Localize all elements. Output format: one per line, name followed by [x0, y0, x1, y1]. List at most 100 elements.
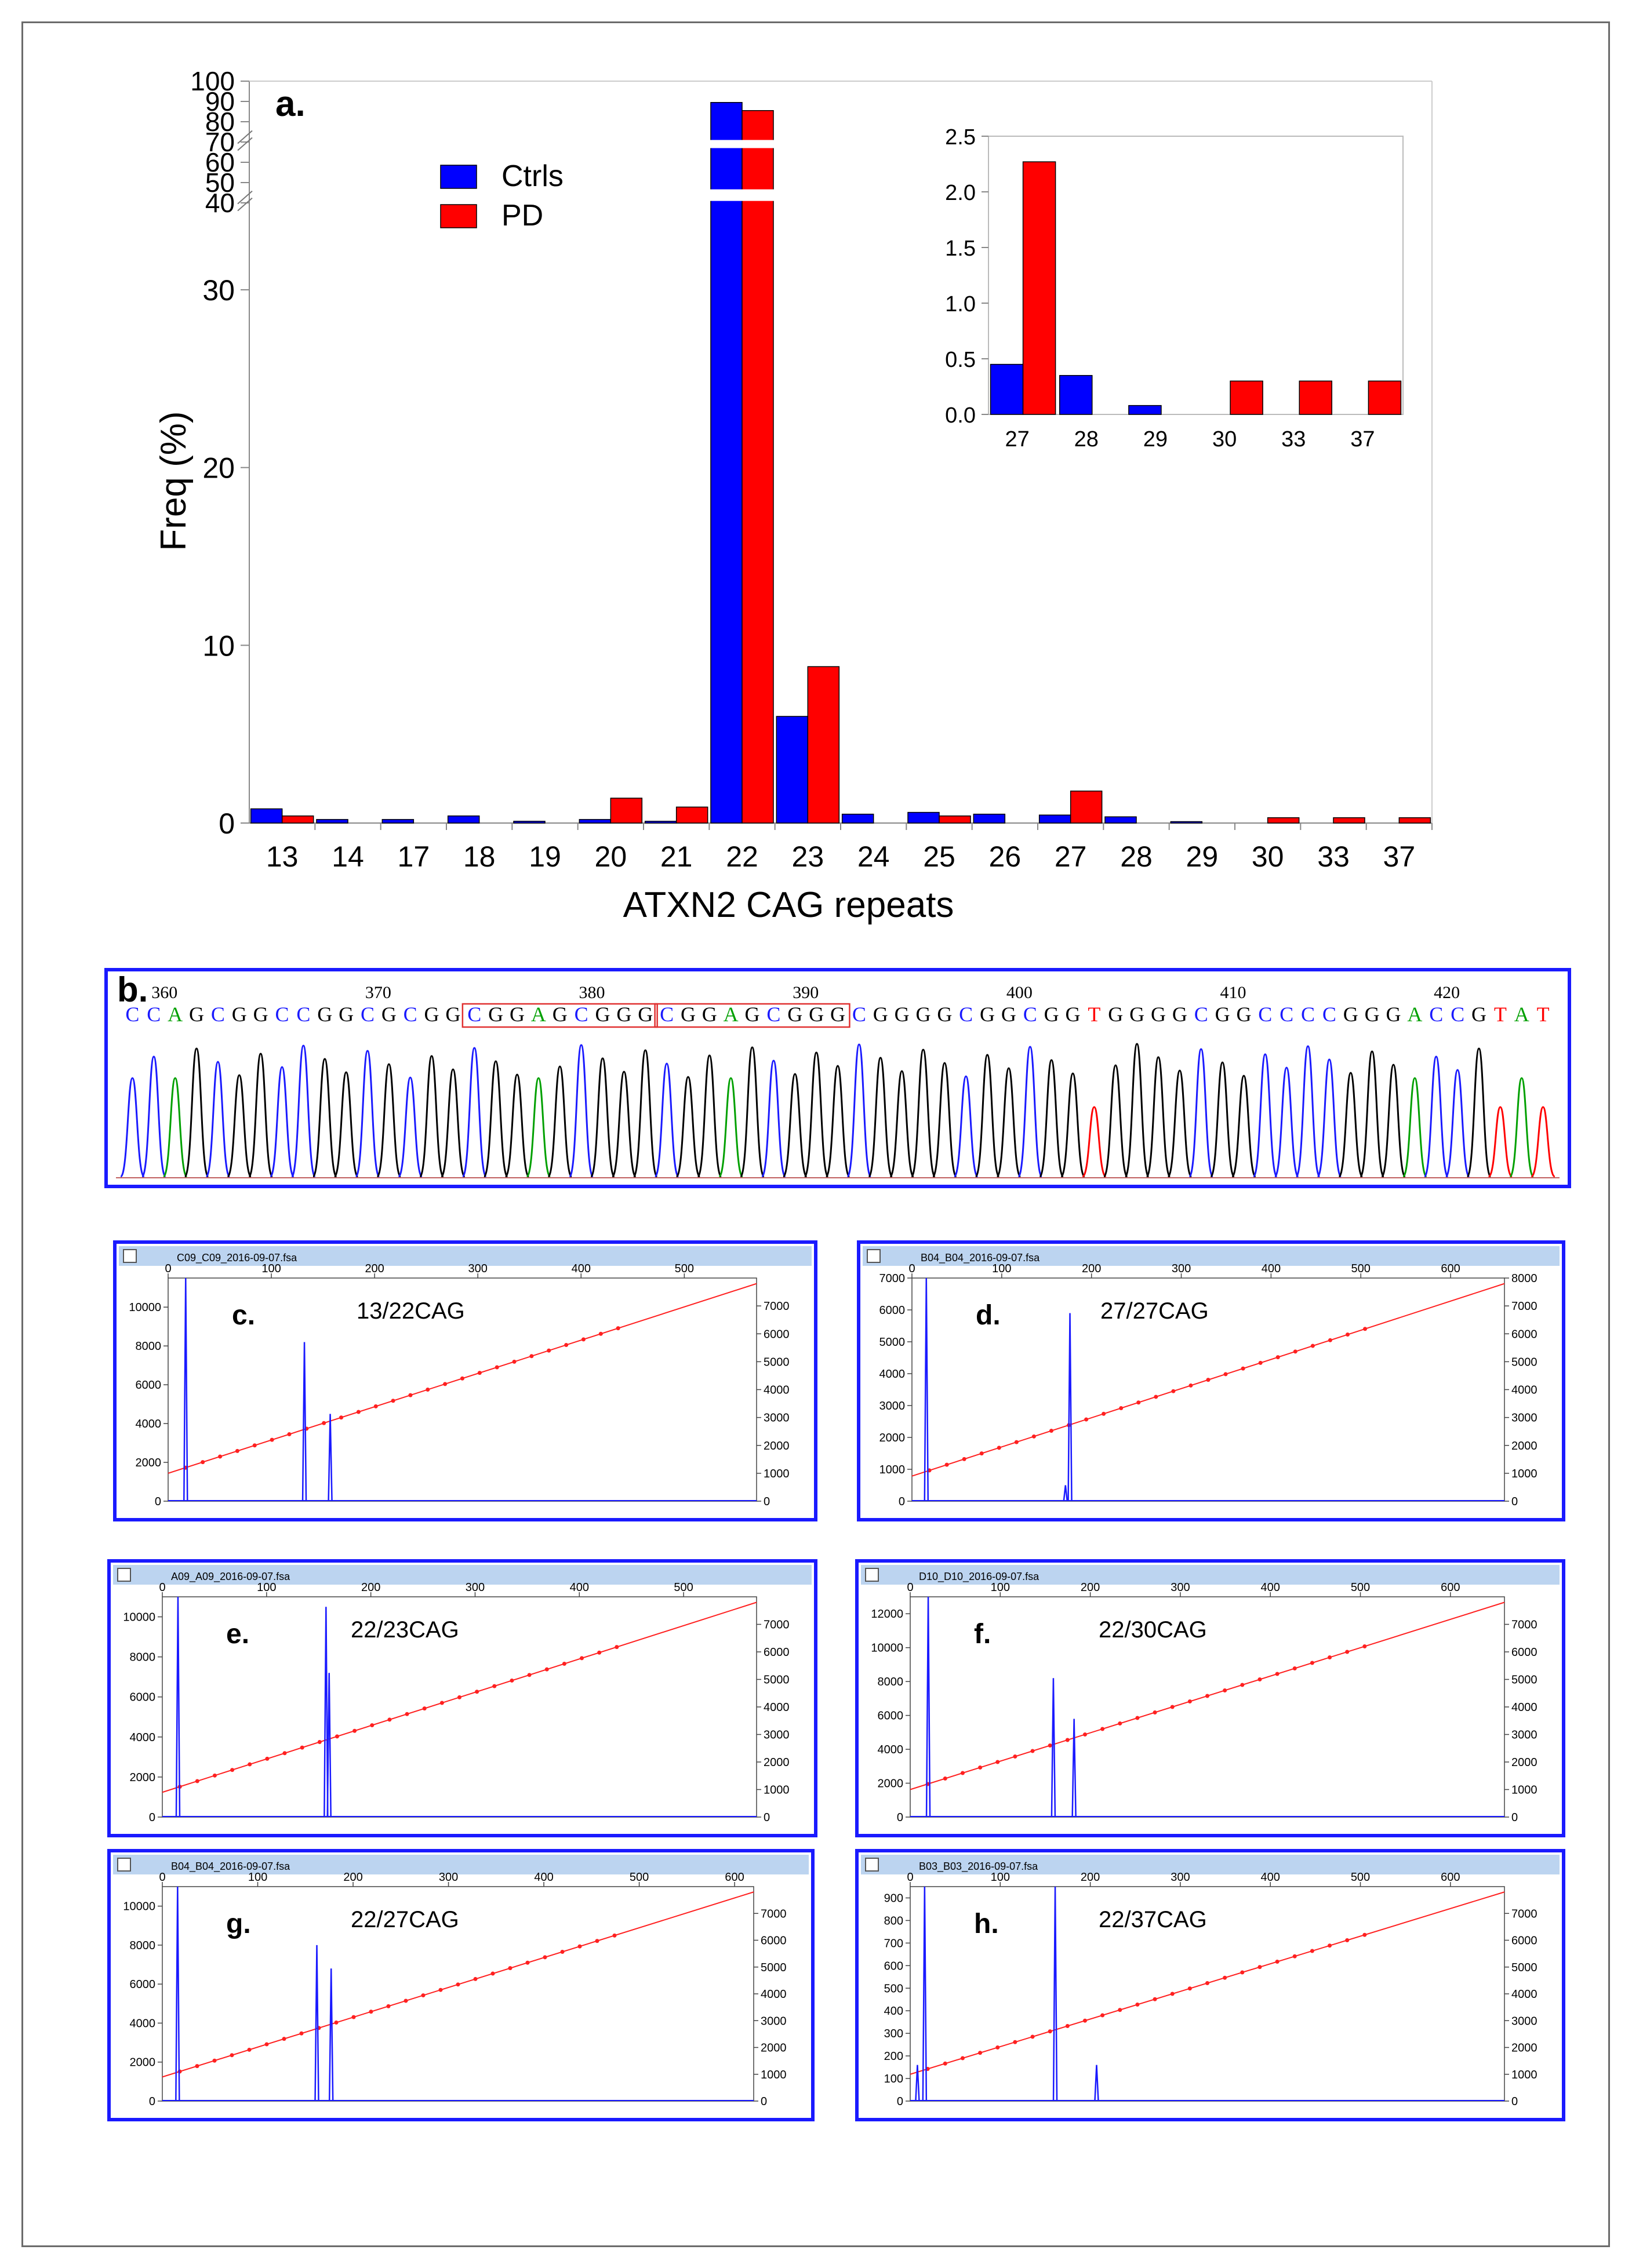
- size-standard-point: [1328, 1943, 1332, 1948]
- y2-tick-label: 5000: [1511, 1674, 1538, 1687]
- base-G: G: [510, 1003, 525, 1026]
- x-tick-label: 100: [992, 1262, 1011, 1275]
- trace-peak-G: [483, 1060, 508, 1178]
- size-standard-point: [387, 1717, 392, 1722]
- title-bar: [863, 1246, 1560, 1266]
- title-bar: [113, 1565, 812, 1585]
- trace-peak: [328, 1968, 334, 2102]
- base-C: C: [1280, 1003, 1293, 1026]
- x-tick-label: 33: [1317, 840, 1350, 873]
- panel-border: [855, 1849, 1565, 2121]
- trace-peak-C: [205, 1061, 231, 1178]
- axis-break-mark: [237, 190, 253, 205]
- size-standard-point: [439, 1701, 444, 1705]
- bar-ctrls-26: [973, 813, 1006, 824]
- y2-tick-label: 3000: [761, 2015, 787, 2027]
- y2-tick-label: 8000: [1511, 1272, 1538, 1285]
- bar-break-gap: [708, 140, 776, 148]
- y-tick-label: 3000: [879, 1400, 906, 1413]
- size-standard-point: [317, 1739, 322, 1744]
- y-tick-label: 400: [884, 2005, 903, 2018]
- ruler-label: 420: [1434, 983, 1460, 1002]
- inset-bar-ctrls-28: [1059, 375, 1093, 415]
- size-standard-point: [201, 1460, 205, 1465]
- panel-letter: d.: [976, 1300, 1001, 1331]
- size-standard-point: [460, 1376, 464, 1381]
- base-G: G: [253, 1003, 268, 1026]
- size-standard-point: [1082, 2018, 1087, 2023]
- size-standard-point: [492, 1684, 497, 1688]
- size-standard-point: [1241, 1366, 1245, 1371]
- trace-peak-G: [1167, 1069, 1193, 1178]
- size-standard-point: [195, 1779, 199, 1783]
- x-tick-label: 400: [1262, 1262, 1281, 1275]
- panel-label-b: b.: [117, 970, 148, 1009]
- size-standard-point: [612, 1933, 617, 1938]
- size-standard-point: [1170, 1705, 1175, 1709]
- base-G: G: [595, 1003, 610, 1026]
- bar-pd-25: [939, 815, 971, 824]
- size-standard-point: [1187, 1699, 1192, 1703]
- base-A: A: [168, 1003, 183, 1026]
- x-tick-label: 26: [989, 840, 1022, 873]
- base-C: C: [660, 1003, 674, 1026]
- size-standard-point: [1048, 2029, 1052, 2034]
- y-tick-label: 6000: [130, 1691, 156, 1704]
- base-G: G: [445, 1003, 460, 1026]
- size-standard-point: [1310, 1344, 1315, 1348]
- base-G: G: [317, 1003, 332, 1026]
- size-standard-point: [1292, 1666, 1297, 1670]
- size-standard-point: [270, 1437, 274, 1442]
- base-A: A: [1514, 1003, 1529, 1026]
- genotype-label: 22/30CAG: [1099, 1617, 1207, 1643]
- trace-peak-G: [333, 1071, 359, 1178]
- trace-peak-C: [269, 1066, 295, 1178]
- size-standard-point: [1100, 1727, 1105, 1731]
- inset-x-tick-label: 37: [1350, 427, 1375, 452]
- trace-peak-C: [355, 1050, 380, 1178]
- trace-peak-G: [184, 1047, 209, 1178]
- size-standard-point: [456, 1982, 460, 1987]
- x-tick-label: 300: [1171, 1581, 1190, 1594]
- inset-y-tick-label: 0.5: [945, 348, 976, 372]
- trace-peak-G: [804, 1051, 829, 1178]
- x-tick-label: 400: [1261, 1581, 1280, 1594]
- size-standard-point: [944, 1462, 949, 1467]
- trace-peak: [175, 1596, 181, 1818]
- y2-tick-label: 7000: [764, 1619, 790, 1632]
- y2-tick-label: 3000: [1511, 2015, 1538, 2027]
- y-tick-label: 8000: [878, 1676, 904, 1688]
- y-tick-label: 300: [884, 2027, 903, 2040]
- size-standard-point: [997, 1446, 1001, 1450]
- base-G: G: [1471, 1003, 1486, 1026]
- y2-tick-label: 2000: [1511, 2042, 1538, 2055]
- base-G: G: [1172, 1003, 1187, 1026]
- legend-label-pd: PD: [501, 199, 543, 232]
- x-tick-label: 0: [908, 1262, 915, 1275]
- size-standard-point: [547, 1348, 551, 1353]
- size-standard-point: [978, 2051, 983, 2055]
- trace-peak: [1071, 1719, 1077, 1818]
- size-standard-point: [373, 1404, 378, 1408]
- x-tick-label: 300: [466, 1581, 485, 1594]
- size-standard-point: [1362, 1932, 1367, 1937]
- trace-peak-G: [1209, 1061, 1235, 1178]
- size-standard-point: [218, 1454, 223, 1459]
- size-standard-point: [1223, 1688, 1227, 1692]
- trace-peak-G: [889, 1070, 915, 1178]
- y-tick-label: 4000: [130, 2017, 156, 2030]
- trace-peak: [925, 1596, 931, 1818]
- size-standard-point: [1135, 1716, 1140, 1720]
- x-tick-label: 100: [248, 1871, 267, 1884]
- size-standard-point: [577, 1944, 582, 1949]
- size-standard-point: [1275, 1672, 1280, 1676]
- y-tick-label: 0: [155, 1495, 161, 1508]
- trace-peak-G: [697, 1054, 722, 1178]
- size-standard-point: [404, 1998, 408, 2003]
- trace-peak-A: [718, 1077, 744, 1178]
- trace-peak: [175, 1886, 180, 2102]
- y2-tick-label: 1000: [1511, 2069, 1538, 2081]
- base-C: C: [1023, 1003, 1037, 1026]
